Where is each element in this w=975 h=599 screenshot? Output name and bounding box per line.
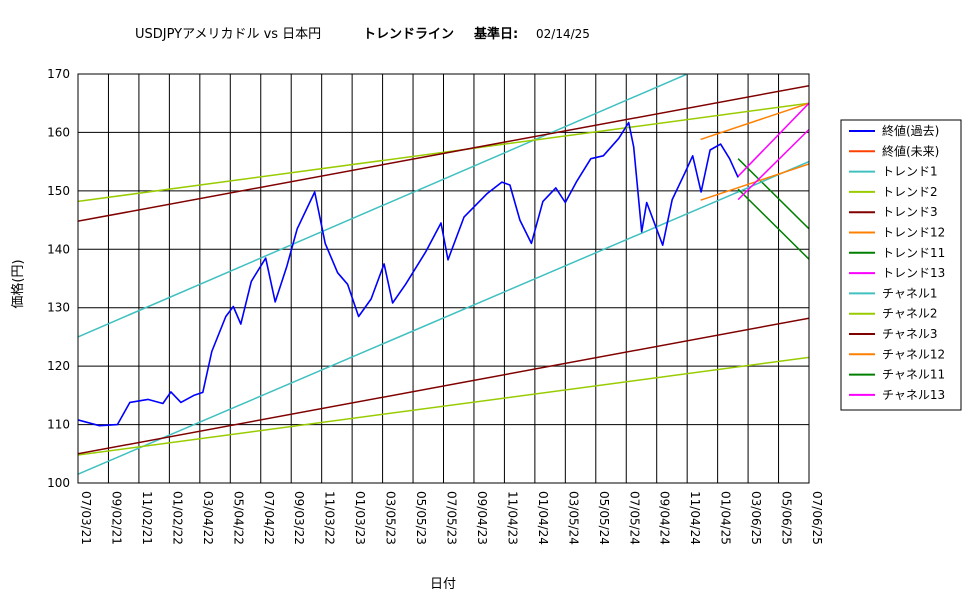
y-axis: 100 110 120 130 140 150 160 170 — [47, 67, 70, 490]
x-tick-label: 01/02/22 — [170, 491, 184, 545]
legend-item: チャネル12 — [882, 347, 945, 361]
trendline-label: トレンドライン — [363, 27, 454, 42]
series-line-7 — [737, 102, 809, 177]
legend-item: 終値(過去) — [882, 123, 939, 138]
x-tick-label: 07/03/21 — [79, 491, 93, 545]
legend-item: チャネル1 — [882, 286, 938, 300]
y-axis-label: 価格(円) — [10, 259, 26, 308]
x-tick-label: 07/05/23 — [445, 491, 459, 545]
x-tick-label: 11/04/23 — [505, 491, 519, 545]
x-tick-label: 11/03/22 — [323, 491, 337, 545]
x-tick-label: 01/04/25 — [719, 491, 733, 545]
y-tick-label: 150 — [47, 184, 70, 198]
x-axis: 07/03/21 09/02/21 11/02/21 01/02/22 03/04/22… — [79, 491, 824, 545]
base-date-value: 02/14/25 — [536, 27, 590, 41]
legend-item: チャネル13 — [882, 388, 945, 402]
x-tick-label: 09/04/23 — [475, 491, 489, 545]
x-tick-label: 11/02/21 — [140, 491, 154, 545]
y-tick-label: 160 — [47, 125, 70, 139]
x-tick-label: 03/04/22 — [201, 491, 215, 545]
legend-item: トレンド2 — [882, 185, 938, 199]
series-line-12 — [737, 188, 809, 260]
x-tick-label: 11/04/24 — [688, 491, 702, 545]
series-line-6 — [737, 158, 809, 230]
legend-item: トレンド12 — [882, 226, 945, 240]
series-line-9 — [78, 356, 809, 456]
x-tick-label: 05/04/22 — [231, 491, 245, 545]
y-tick-label: 110 — [47, 418, 70, 432]
x-tick-label: 05/06/25 — [780, 491, 794, 545]
y-tick-label: 120 — [47, 359, 70, 373]
x-tick-label: 07/06/25 — [810, 491, 824, 545]
legend-item: トレンド13 — [882, 266, 945, 280]
series-line-10 — [78, 317, 809, 455]
series-line-13 — [737, 128, 809, 201]
series-layer — [78, 74, 809, 475]
x-tick-label: 05/05/24 — [597, 491, 611, 545]
x-tick-label: 03/05/24 — [566, 491, 580, 545]
y-tick-label: 130 — [47, 301, 70, 315]
x-tick-label: 09/04/24 — [658, 491, 672, 545]
x-axis-label: 日付 — [430, 577, 456, 592]
chart-title: USDJPYアメリカドル vs 日本円 — [135, 27, 321, 42]
x-tick-label: 07/04/22 — [262, 491, 276, 545]
legend-item: チャネル3 — [882, 327, 938, 341]
x-tick-label: 03/05/23 — [384, 491, 398, 545]
x-tick-label: 09/02/21 — [109, 491, 123, 545]
legend-box — [840, 119, 962, 411]
series-line-8 — [78, 160, 809, 475]
x-tick-label: 01/03/23 — [353, 491, 367, 545]
legend-item: チャネル2 — [882, 307, 938, 321]
series-line-3 — [78, 102, 809, 203]
y-tick-label: 140 — [47, 242, 70, 256]
series-line-0 — [78, 121, 739, 427]
legend-item: 終値(未来) — [882, 143, 939, 158]
base-date-label: 基準日: — [473, 26, 518, 42]
plot-border — [77, 73, 810, 484]
x-tick-label: 01/04/24 — [536, 491, 550, 545]
series-line-4 — [78, 84, 809, 222]
legend-item: チャネル11 — [882, 368, 945, 382]
x-tick-label: 09/03/22 — [292, 491, 306, 545]
legend-item: トレンド11 — [882, 246, 945, 260]
series-line-2 — [78, 74, 688, 338]
legend-item: トレンド1 — [882, 165, 938, 179]
y-tick-label: 170 — [47, 67, 70, 81]
legend-item: トレンド3 — [882, 205, 938, 219]
x-tick-label: 05/05/23 — [414, 491, 428, 545]
x-tick-label: 03/06/25 — [749, 491, 763, 545]
y-tick-label: 100 — [47, 476, 70, 490]
legend: 終値(過去) 終値(未来) トレンド1 トレンド2 トレンド3 トレンド12 トレンド11 ト… — [840, 119, 962, 411]
series-line-5 — [700, 102, 809, 141]
x-tick-label: 07/05/24 — [627, 491, 641, 545]
